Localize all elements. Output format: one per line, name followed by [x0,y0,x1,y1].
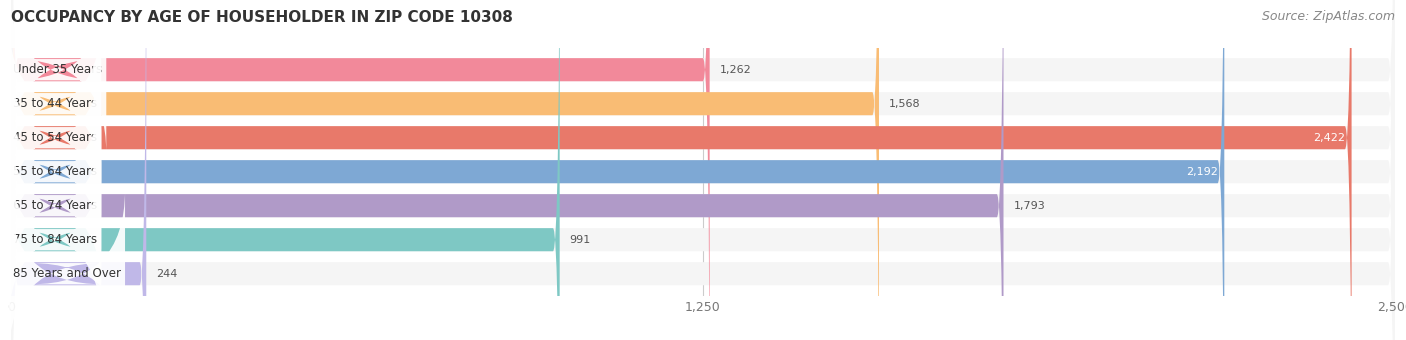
Text: 35 to 44 Years: 35 to 44 Years [13,97,97,110]
FancyBboxPatch shape [11,0,560,340]
Text: 1,262: 1,262 [720,65,751,75]
FancyBboxPatch shape [11,0,1395,340]
FancyBboxPatch shape [11,0,1395,340]
FancyBboxPatch shape [11,0,146,340]
FancyBboxPatch shape [11,0,1351,340]
FancyBboxPatch shape [11,0,1395,340]
Text: OCCUPANCY BY AGE OF HOUSEHOLDER IN ZIP CODE 10308: OCCUPANCY BY AGE OF HOUSEHOLDER IN ZIP C… [11,10,513,25]
Text: 2,422: 2,422 [1313,133,1346,143]
FancyBboxPatch shape [11,0,879,340]
Text: 244: 244 [156,269,177,279]
Text: 85 Years and Over: 85 Years and Over [13,267,121,280]
FancyBboxPatch shape [11,0,1395,340]
FancyBboxPatch shape [11,0,1225,340]
Text: 991: 991 [569,235,591,245]
Text: 1,568: 1,568 [889,99,921,109]
Text: 45 to 54 Years: 45 to 54 Years [13,131,97,144]
Text: Source: ZipAtlas.com: Source: ZipAtlas.com [1261,10,1395,23]
FancyBboxPatch shape [11,0,1395,340]
Text: Under 35 Years: Under 35 Years [13,63,103,76]
Text: 2,192: 2,192 [1185,167,1218,177]
FancyBboxPatch shape [11,0,1395,340]
FancyBboxPatch shape [11,0,1395,340]
FancyBboxPatch shape [11,0,1004,340]
Text: 1,793: 1,793 [1014,201,1045,211]
Text: 65 to 74 Years: 65 to 74 Years [13,199,97,212]
Text: 55 to 64 Years: 55 to 64 Years [13,165,97,178]
FancyBboxPatch shape [11,0,710,340]
Text: 75 to 84 Years: 75 to 84 Years [13,233,97,246]
